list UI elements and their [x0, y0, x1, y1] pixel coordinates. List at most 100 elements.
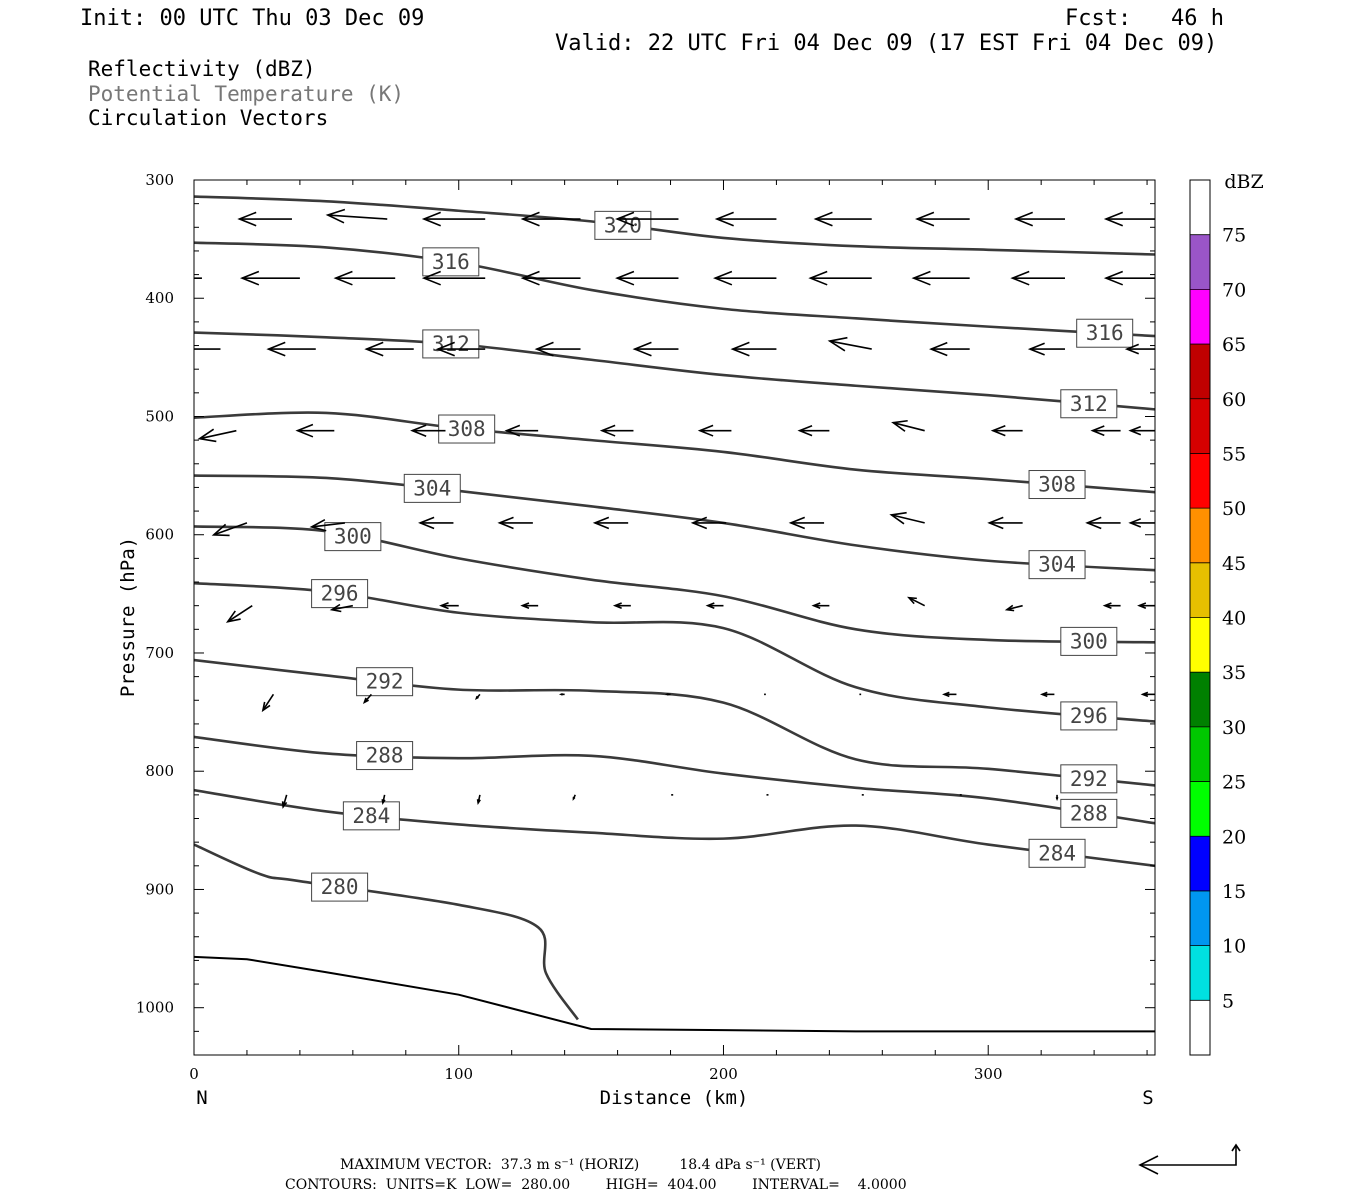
circulation-vector — [705, 602, 724, 610]
x-tick-label: 300 — [974, 1065, 1003, 1083]
circulation-vector — [788, 516, 825, 530]
theta-contour-label: 300 — [1070, 629, 1108, 653]
circulation-vector — [572, 794, 576, 801]
colorbar-level-label: 30 — [1222, 717, 1246, 739]
plot-layer: 3203163163123123083083043043003002962962… — [129, 195, 1155, 1033]
colorbar-unit-label: dBZ — [1224, 171, 1263, 193]
theta-contour-label-box — [356, 667, 414, 697]
circulation-vector — [261, 693, 275, 713]
circulation-vector — [534, 341, 581, 357]
circulation-vector — [1103, 270, 1155, 286]
circulation-vector — [558, 693, 565, 696]
circulation-vector — [990, 424, 1023, 437]
x-axis-title: Distance (km) — [600, 1087, 749, 1109]
circulation-vector — [225, 605, 253, 623]
circulation-vector — [329, 603, 353, 613]
colorbar-swatch — [1190, 562, 1210, 618]
theta-contour-label-box — [1060, 764, 1118, 794]
circulation-vector — [421, 211, 486, 227]
field-label-theta: Potential Temperature (K) — [88, 82, 405, 106]
theta-contour-label-box — [1060, 626, 1118, 656]
circulation-vector — [418, 516, 454, 530]
x-axis-right-end-label: S — [1142, 1087, 1153, 1109]
theta-contour-label-box — [311, 872, 369, 902]
colorbar-outline — [1189, 179, 1211, 1056]
theta-contour-316 — [194, 241, 1155, 338]
circulation-vector — [476, 794, 481, 805]
terrain-surface-line — [194, 955, 1155, 1033]
colorbar-level-label: 35 — [1222, 662, 1246, 684]
theta-contour-label: 300 — [334, 525, 372, 549]
y-tick-label: 400 — [145, 289, 174, 307]
theta-contour-label: 316 — [1086, 321, 1124, 345]
theta-contour-label: 280 — [321, 875, 359, 899]
circulation-vector — [907, 596, 926, 607]
colorbar-level-label: 40 — [1222, 608, 1246, 630]
theta-contour-label-box — [1060, 798, 1118, 828]
circulation-vector — [381, 794, 386, 805]
colorbar-swatch — [1190, 781, 1210, 837]
colorbar-level-label: 55 — [1222, 443, 1246, 465]
circulation-vector — [664, 693, 671, 696]
theta-contour-label-box — [403, 473, 461, 503]
circulation-vector — [1128, 518, 1155, 528]
circulation-vector — [929, 341, 970, 357]
y-tick-label: 600 — [145, 526, 174, 544]
theta-contour-308 — [194, 411, 1155, 494]
circulation-vector — [808, 270, 872, 286]
circulation-vector — [813, 211, 872, 227]
circulation-vector — [520, 270, 581, 286]
colorbar-swatch — [1190, 453, 1210, 509]
theta-contour-label: 292 — [1070, 767, 1108, 791]
init-time-label: Init: 00 UTC Thu 03 Dec 09 — [80, 6, 425, 31]
circulation-vector — [1055, 794, 1059, 802]
theta-contour-label: 288 — [1070, 801, 1108, 825]
circulation-vector — [194, 348, 221, 350]
theta-contour-label-box — [324, 522, 382, 552]
theta-contour-288 — [194, 735, 1155, 825]
theta-contour-label: 292 — [366, 670, 404, 694]
circulation-vector — [615, 211, 679, 227]
circulation-vector — [615, 270, 679, 286]
colorbar-level-label: 10 — [1222, 936, 1246, 958]
colorbar-swatch — [1190, 672, 1210, 727]
circulation-vector — [911, 270, 970, 286]
circulation-vector — [915, 211, 970, 227]
circulation-vector — [239, 270, 300, 286]
contours-note: CONTOURS: UNITS=K LOW= 280.00 HIGH= 404.… — [285, 1177, 907, 1193]
circulation-vector — [474, 693, 481, 700]
colorbar-level-label: 20 — [1222, 826, 1246, 848]
colorbar-level-label: 70 — [1222, 279, 1246, 301]
theta-contour-label-box — [1028, 550, 1086, 580]
colorbar-level-label: 25 — [1222, 772, 1246, 794]
circulation-vector — [1140, 691, 1155, 698]
circulation-vector — [713, 270, 777, 286]
circulation-vector — [690, 516, 727, 530]
theta-contour-label: 312 — [1070, 392, 1108, 416]
circulation-vector — [1103, 211, 1155, 227]
circulation-vector — [697, 424, 732, 437]
y-axis-title: Pressure (hPa) — [117, 537, 139, 697]
circulation-vector — [364, 341, 414, 357]
theta-contour-label: 308 — [448, 417, 486, 441]
plot-frame — [193, 179, 1156, 1056]
theta-contour-label-box — [356, 741, 414, 771]
circulation-vector — [194, 277, 202, 279]
circulation-vector — [211, 522, 248, 537]
circulation-vector — [197, 428, 237, 443]
colorbar-level-label: 65 — [1222, 334, 1246, 356]
theta-contour-label-box — [1060, 701, 1118, 731]
circulation-vector — [129, 212, 194, 225]
theta-contour-label-box — [422, 247, 480, 277]
y-tick-label: 900 — [145, 880, 174, 898]
circulation-vector — [362, 693, 372, 704]
colorbar-swatch — [1190, 289, 1210, 345]
circulation-vector — [1027, 342, 1065, 356]
circulation-vector — [797, 424, 830, 437]
circulation-vector — [421, 270, 486, 286]
x-tick-label: 200 — [709, 1065, 738, 1083]
theta-contour-label: 284 — [1038, 841, 1076, 865]
circulation-vector — [1090, 425, 1121, 437]
circulation-vector — [333, 270, 396, 286]
colorbar-swatch — [1190, 344, 1210, 399]
